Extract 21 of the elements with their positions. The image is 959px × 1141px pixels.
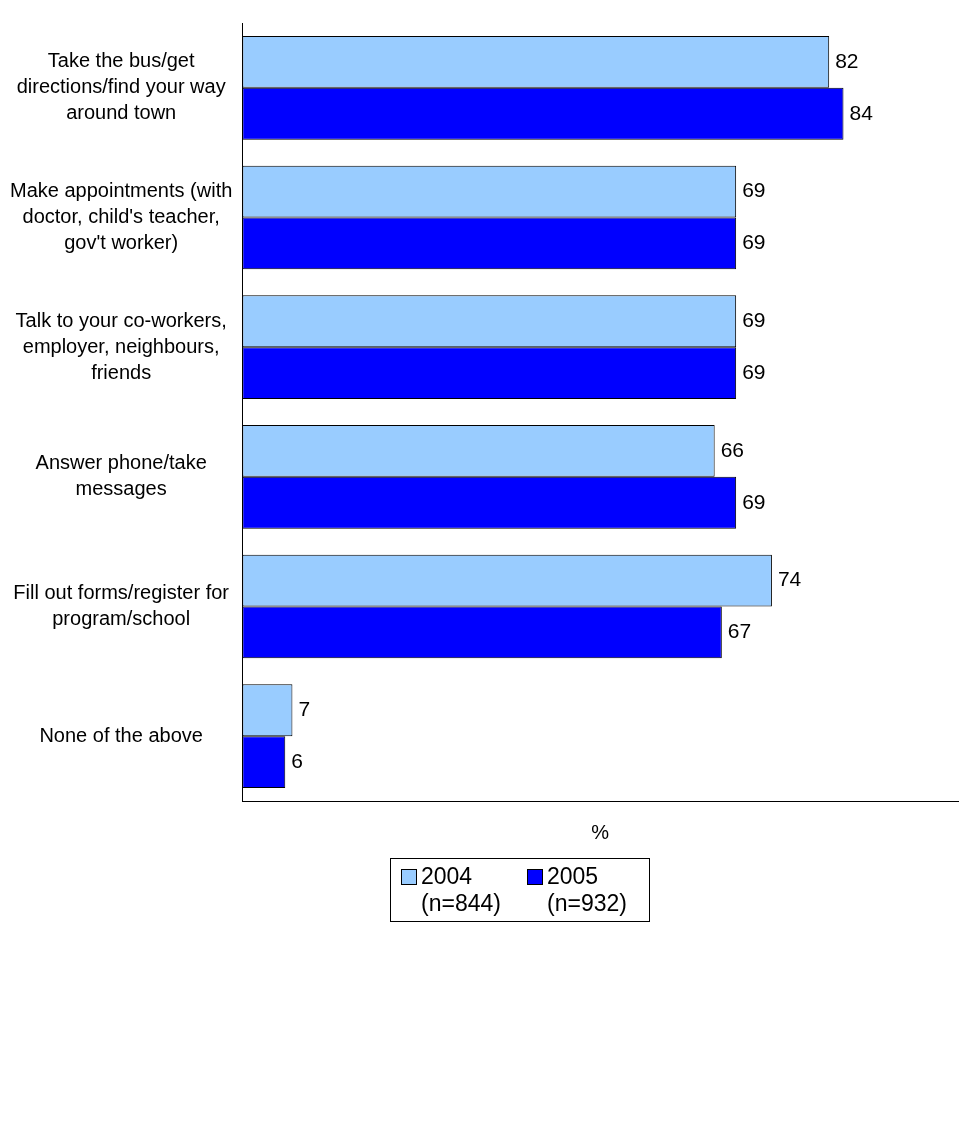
legend-label: 2005 (n=932) xyxy=(547,863,628,917)
data-label: 66 xyxy=(720,437,745,461)
y-tick-label: Talk to your co-workers, employer, neighbours, friends xyxy=(15,308,227,383)
data-label: 69 xyxy=(742,308,766,332)
y-tick-label: None of the above xyxy=(39,723,203,746)
data-label: 69 xyxy=(742,178,766,202)
data-label: 67 xyxy=(727,619,752,643)
y-tick-label: Fill out forms/register for program/school xyxy=(13,581,230,630)
y-tick-label: Take the bus/get directions/find your way around town xyxy=(16,49,226,124)
data-label: 7 xyxy=(298,697,311,721)
x-axis-title: % xyxy=(591,820,610,843)
data-label: 82 xyxy=(835,48,859,72)
legend-label: 2004 (n=844) xyxy=(421,863,502,917)
y-tick-label: Answer phone/take messages xyxy=(35,451,207,500)
data-label: 69 xyxy=(742,230,766,254)
data-label: 69 xyxy=(742,489,766,513)
data-label: 84 xyxy=(849,100,874,124)
data-label: 74 xyxy=(777,567,802,591)
data-label: 69 xyxy=(742,359,766,383)
y-tick-label: Make appointments (with doctor, child's teacher, gov't worker) xyxy=(10,179,233,254)
data-label: 6 xyxy=(291,748,303,772)
